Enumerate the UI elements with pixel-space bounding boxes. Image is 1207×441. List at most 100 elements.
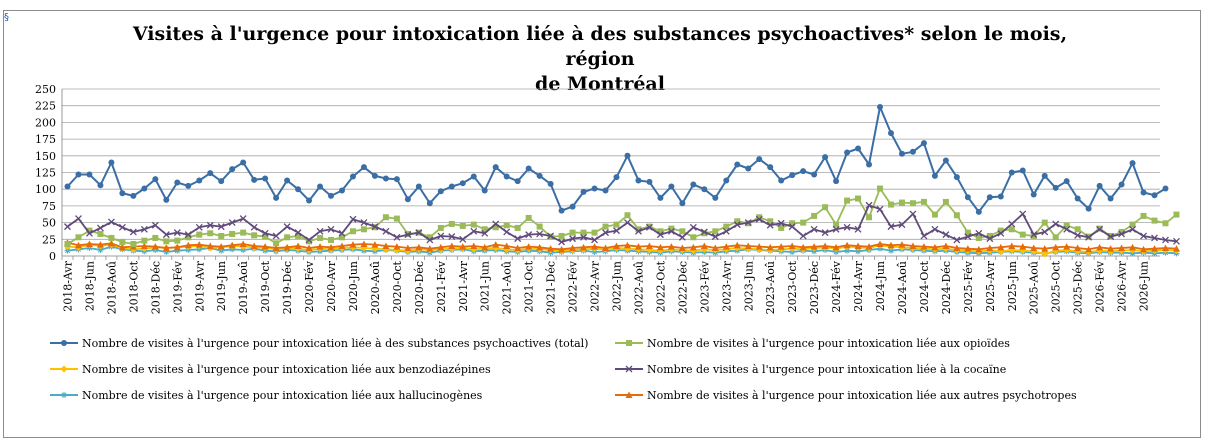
data-point	[580, 188, 587, 195]
x-tick-label: 2019-Jun	[215, 261, 228, 311]
legend-marker	[60, 365, 68, 373]
data-point	[525, 165, 532, 172]
data-point	[657, 228, 664, 235]
x-tick-label: 2023-Déc	[808, 261, 821, 314]
data-point	[250, 223, 258, 231]
data-point	[722, 227, 730, 235]
data-point	[328, 236, 335, 243]
data-point	[623, 241, 631, 249]
data-point	[580, 233, 588, 241]
data-point	[316, 227, 324, 235]
data-point	[251, 176, 258, 183]
chart-title-line-2: de Montréal	[535, 73, 665, 95]
data-point	[865, 201, 873, 209]
data-point	[1019, 167, 1026, 174]
data-point	[1041, 219, 1048, 226]
data-point	[206, 221, 214, 229]
data-point	[174, 237, 181, 244]
data-point	[481, 226, 488, 233]
data-point	[822, 204, 829, 211]
data-point	[162, 244, 170, 251]
data-point	[877, 185, 884, 192]
data-point	[920, 140, 927, 147]
data-point	[1096, 182, 1103, 189]
data-point	[97, 246, 104, 253]
data-point	[306, 197, 313, 204]
data-point	[162, 231, 170, 239]
data-point	[1008, 226, 1015, 233]
data-point	[734, 161, 741, 168]
x-tick-label: 2025-Aoû	[1028, 261, 1041, 314]
data-point	[1162, 236, 1169, 244]
data-point	[997, 243, 1005, 251]
x-tick-label: 2019-Déc	[281, 261, 294, 314]
series-layer	[63, 104, 1180, 258]
data-point	[536, 243, 544, 251]
x-tick-label: 2022-Aoû	[632, 261, 645, 314]
data-point	[876, 240, 884, 247]
x-tick-label: 2024-Jun	[874, 261, 887, 311]
data-point	[777, 219, 785, 227]
x-tick-label: 2021-Fév	[435, 260, 448, 312]
data-point	[284, 234, 291, 241]
data-point	[1030, 244, 1038, 251]
y-tick-label: 150	[35, 150, 56, 163]
data-point	[942, 198, 949, 205]
x-tick-label: 2024-Avr	[852, 260, 865, 311]
data-point	[118, 243, 126, 251]
data-point	[1019, 231, 1026, 238]
data-point	[327, 225, 335, 233]
data-point	[1118, 244, 1126, 251]
data-point	[74, 241, 82, 249]
y-tick-label: 200	[35, 116, 56, 129]
data-point	[744, 219, 752, 227]
data-point	[733, 221, 741, 229]
data-point	[514, 244, 522, 251]
data-point	[668, 183, 675, 190]
data-point	[349, 228, 356, 235]
chart-frame	[3, 10, 1201, 438]
data-point	[119, 238, 126, 245]
data-point	[898, 241, 906, 248]
chart-title-line-1: Visites à l'urgence pour intoxication li…	[132, 23, 1068, 70]
data-point	[415, 243, 423, 251]
data-point	[909, 210, 917, 218]
data-point	[1173, 211, 1180, 218]
data-point	[1162, 185, 1169, 192]
data-point	[349, 173, 356, 180]
data-point	[1074, 226, 1081, 233]
data-point	[426, 234, 433, 241]
data-point	[184, 241, 192, 249]
data-point	[602, 244, 610, 251]
data-point	[536, 223, 543, 230]
legend-marker	[625, 391, 633, 398]
data-point	[635, 177, 642, 184]
data-point	[470, 221, 477, 228]
data-point	[262, 233, 269, 240]
data-point	[624, 219, 631, 227]
y-tick-label: 125	[35, 167, 56, 180]
data-point	[283, 243, 291, 251]
data-point	[129, 228, 137, 236]
data-point	[624, 152, 631, 159]
data-point	[569, 203, 576, 210]
data-point	[382, 227, 390, 235]
x-tick-label: 2023-Aoû	[764, 261, 777, 314]
data-point	[811, 212, 818, 219]
data-point	[240, 229, 247, 236]
data-point	[514, 224, 521, 231]
x-tick-label: 2023-Avr	[720, 260, 733, 311]
x-tick-label: 2023-Fév	[698, 260, 711, 312]
data-point	[898, 221, 906, 229]
data-point	[821, 229, 829, 237]
data-point	[1161, 244, 1169, 251]
data-point	[580, 243, 588, 251]
data-point	[580, 229, 587, 236]
legend-item-4: Nombre de visites à l'urgence pour intox…	[50, 389, 483, 402]
data-point	[569, 229, 576, 236]
data-point	[250, 242, 258, 249]
data-point	[833, 178, 840, 185]
data-point	[877, 104, 884, 111]
data-point	[360, 164, 367, 171]
data-point	[218, 232, 225, 239]
